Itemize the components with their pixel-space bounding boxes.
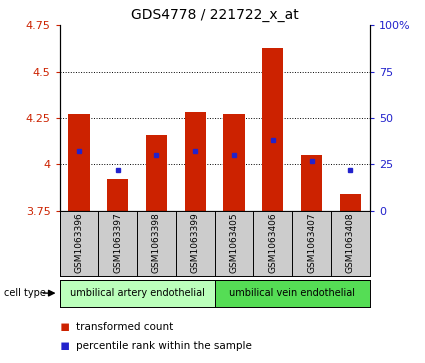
Text: GSM1063399: GSM1063399	[191, 212, 200, 273]
Title: GDS4778 / 221722_x_at: GDS4778 / 221722_x_at	[131, 8, 298, 22]
Text: umbilical artery endothelial: umbilical artery endothelial	[70, 288, 204, 298]
Bar	[215, 280, 370, 307]
Text: umbilical vein endothelial: umbilical vein endothelial	[229, 288, 355, 298]
Bar	[184, 113, 206, 211]
Text: percentile rank within the sample: percentile rank within the sample	[76, 340, 252, 351]
Bar	[60, 280, 215, 307]
Bar	[107, 179, 128, 211]
Text: GSM1063406: GSM1063406	[268, 212, 277, 273]
Text: GSM1063408: GSM1063408	[346, 212, 355, 273]
Bar	[68, 114, 90, 211]
Text: GSM1063405: GSM1063405	[230, 212, 238, 273]
Bar	[224, 114, 245, 211]
Text: GSM1063407: GSM1063407	[307, 212, 316, 273]
Bar	[301, 155, 322, 211]
Text: cell type: cell type	[4, 288, 46, 298]
Text: GSM1063398: GSM1063398	[152, 212, 161, 273]
Bar	[340, 194, 361, 211]
Text: ▪: ▪	[60, 319, 70, 334]
Text: GSM1063397: GSM1063397	[113, 212, 122, 273]
Bar	[262, 48, 283, 211]
Text: transformed count: transformed count	[76, 322, 174, 332]
Bar	[146, 135, 167, 211]
Text: ▪: ▪	[60, 338, 70, 353]
Text: GSM1063396: GSM1063396	[74, 212, 83, 273]
